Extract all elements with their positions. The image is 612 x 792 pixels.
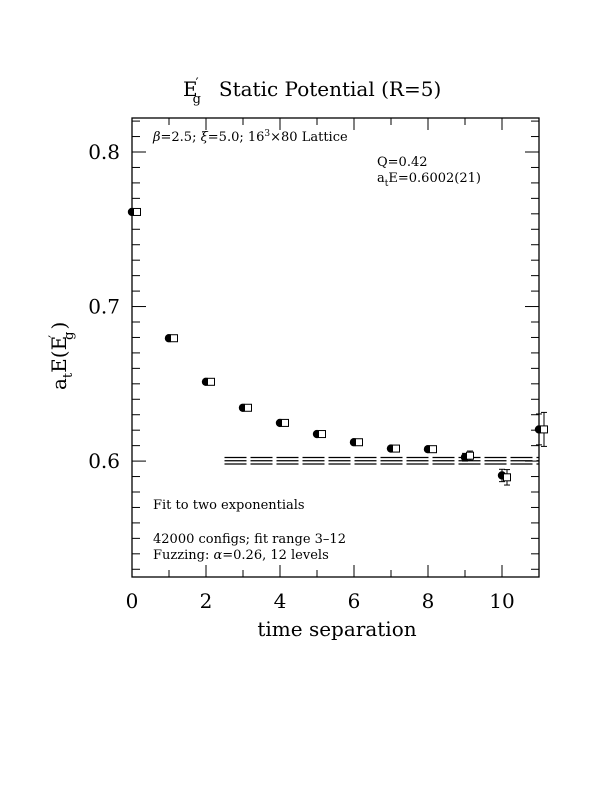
data-point-square [170,334,178,343]
x-tick-label: 4 [274,589,287,613]
fuzzing-annotation: Fuzzing: α=0.26, 12 levels [153,548,329,563]
data-point-square [281,418,289,427]
x-tick-label: 8 [422,589,435,613]
x-tick-label: 0 [126,589,139,613]
data-point-square [207,377,215,386]
data-point-square [318,430,326,439]
y-tick-label: 0.8 [88,140,120,164]
data-point-square [133,207,141,216]
plot-frame [131,117,540,578]
x-tick-label: 2 [200,589,213,613]
energy-annotation: atE=0.6002(21) [377,171,481,189]
x-tick-label: 6 [348,589,361,613]
data-point-square [466,451,474,460]
data-point-square [503,473,511,482]
data-point-square [540,425,548,434]
fit-annotation: Fit to two exponentials [153,498,305,513]
y-tick-label: 0.6 [88,449,120,473]
x-tick-label: 10 [489,589,514,613]
q-annotation: Q=0.42 [377,155,428,170]
y-tick-label: 0.7 [88,295,120,319]
chart-title: E′ g Static Potential (R=5) [183,76,441,107]
lattice-annotation: β=2.5; ξ=5.0; 163×80 Lattice [152,129,348,145]
x-axis-label: time separation [257,617,416,641]
configs-annotation: 42000 configs; fit range 3–12 [153,532,346,547]
y-axis-label: atE(E′g) [47,322,77,390]
data-point-square [429,445,437,454]
data-point-square [355,438,363,447]
data-point-square [244,403,252,412]
data-point-square [392,444,400,453]
